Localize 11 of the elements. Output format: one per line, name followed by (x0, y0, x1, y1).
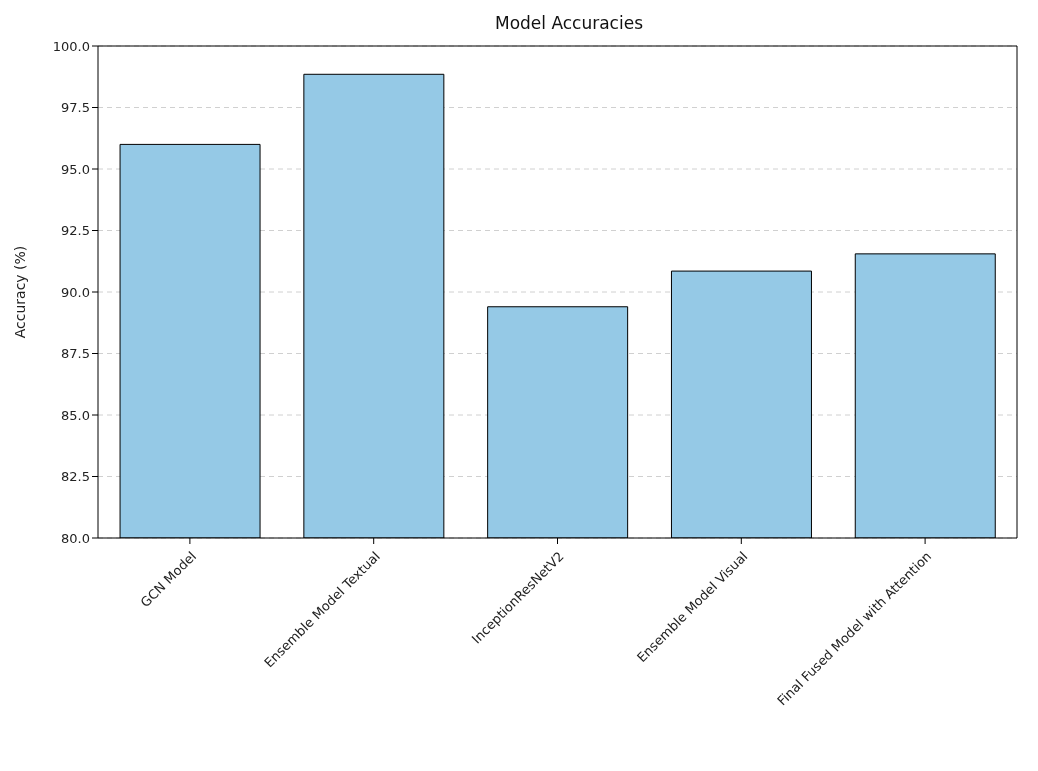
y-tick-label: 90.0 (61, 284, 90, 300)
y-tick-label: 87.5 (61, 346, 90, 362)
y-tick-label: 92.5 (61, 223, 90, 239)
y-tick-label: 100.0 (52, 38, 90, 54)
y-tick-label: 95.0 (61, 161, 90, 177)
y-tick-label: 80.0 (61, 530, 90, 546)
y-tick-label: 85.0 (61, 407, 90, 423)
y-tick-label: 97.5 (61, 100, 90, 116)
y-tick-label: 82.5 (61, 469, 90, 485)
y-axis-title: Accuracy (%) (11, 245, 28, 339)
chart-title: Model Accuracies (493, 12, 644, 35)
